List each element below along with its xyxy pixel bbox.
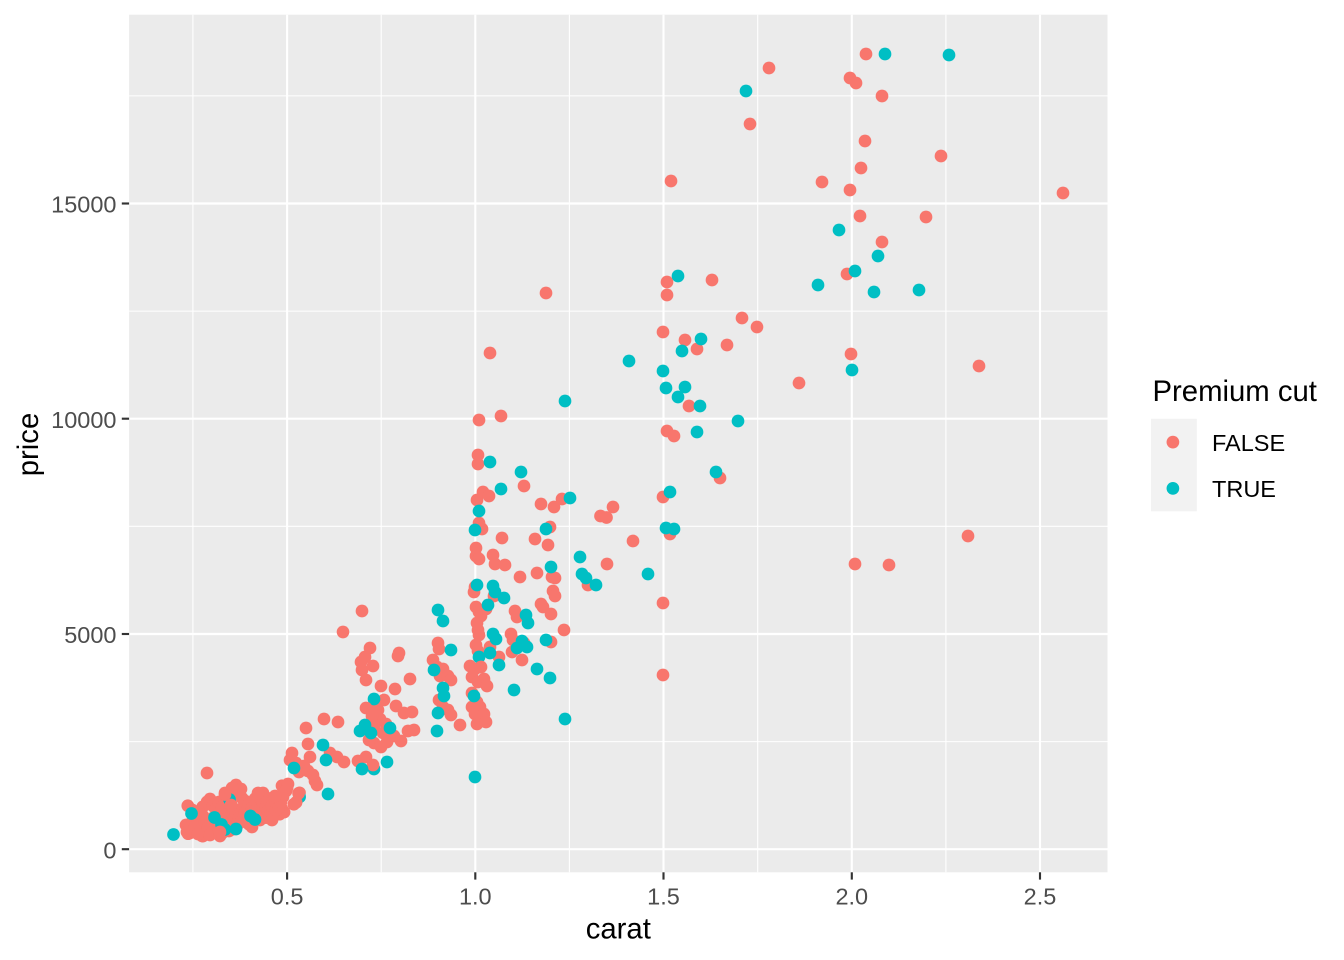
svg-text:carat: carat [586,912,651,945]
svg-text:2.0: 2.0 [835,883,868,909]
svg-text:Premium cut: Premium cut [1153,375,1317,408]
svg-text:0: 0 [103,837,116,863]
svg-text:10000: 10000 [51,407,116,433]
svg-text:15000: 15000 [51,192,116,218]
svg-text:price: price [12,413,45,477]
svg-text:1.5: 1.5 [647,883,680,909]
svg-text:2.5: 2.5 [1024,883,1057,909]
svg-text:1.0: 1.0 [459,883,492,909]
svg-text:0.5: 0.5 [271,883,304,909]
svg-text:5000: 5000 [64,622,116,648]
svg-text:TRUE: TRUE [1212,476,1276,502]
svg-text:FALSE: FALSE [1212,430,1285,456]
